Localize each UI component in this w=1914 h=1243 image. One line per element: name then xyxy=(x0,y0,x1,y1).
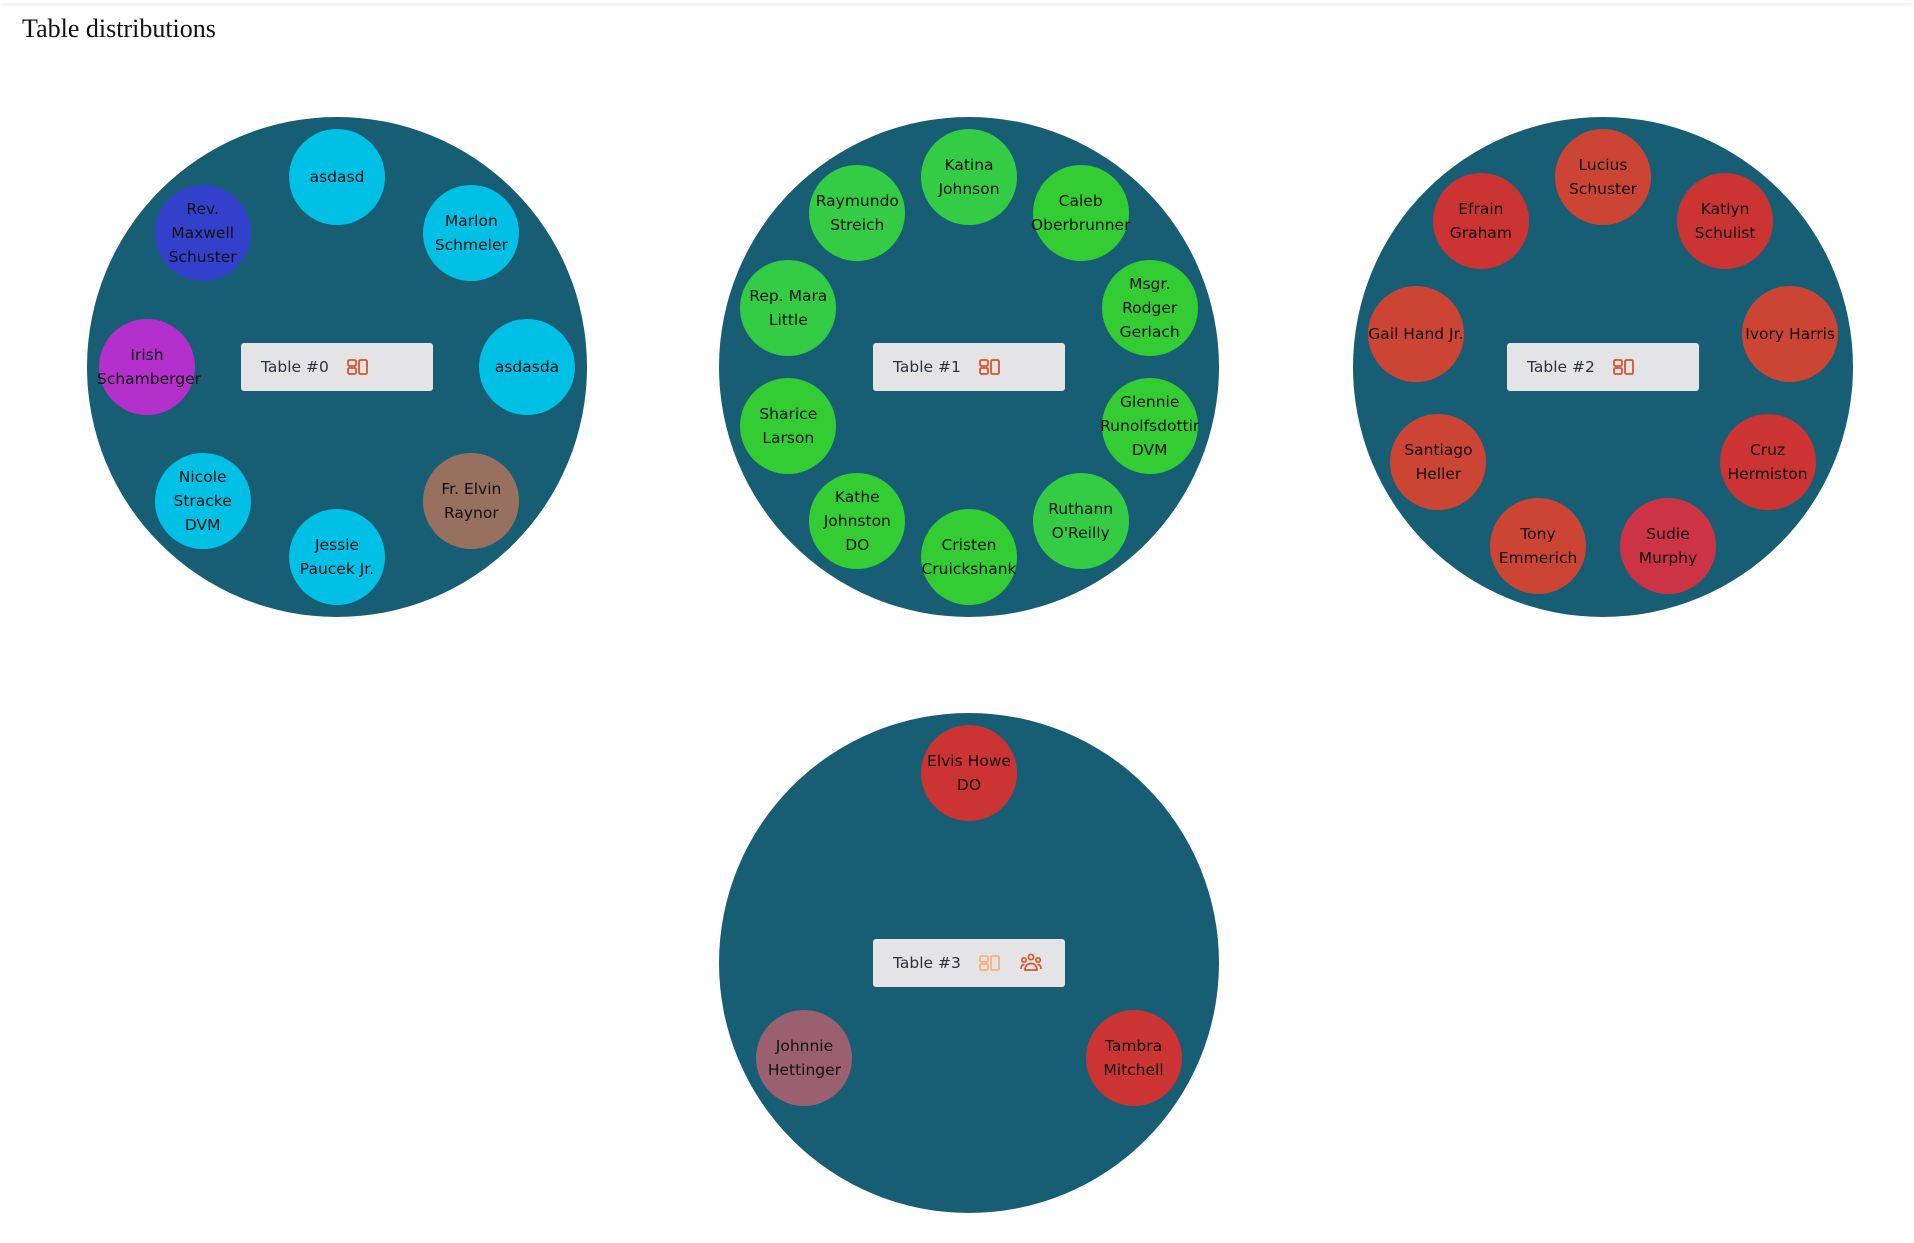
seat-name: Marlon Schmeler xyxy=(434,211,508,254)
seat[interactable]: Santiago Heller xyxy=(1390,414,1487,510)
seat-name: Gail Hand Jr. xyxy=(1368,325,1464,343)
page-title: Table distributions xyxy=(22,14,216,43)
seat[interactable]: Glennie Runolfsdottir DVM xyxy=(1100,377,1200,474)
table-1: Katina Johnson Caleb Oberbrunner Msgr. Rod… xyxy=(719,117,1219,617)
seat-name: Katina Johnson xyxy=(938,156,1000,198)
table-label: Table #1 xyxy=(873,343,1065,391)
table-0: asdasd Marlon Schmeler asdasda Fr. Elvin Ra… xyxy=(87,117,587,617)
seat-name: Raymundo Streich xyxy=(815,192,899,235)
table-label: Table #2 xyxy=(1507,343,1699,391)
seat[interactable]: Tambra Mitchell xyxy=(1085,1010,1182,1106)
seat-name: Sudie Murphy xyxy=(1638,524,1698,567)
seat[interactable]: Ruthann O'Reilly xyxy=(1032,472,1129,569)
seat-name: Elvis Howe DO xyxy=(927,752,1011,794)
seat[interactable]: Rep. Mara Little xyxy=(740,260,837,357)
seat[interactable]: Johnnie Hettinger xyxy=(756,1010,853,1106)
seat[interactable]: Lucius Schuster xyxy=(1555,129,1651,225)
seat[interactable]: Kathe Johnston DO xyxy=(809,472,906,569)
seat-name: Cristen Cruickshank xyxy=(921,536,1017,578)
seat[interactable]: Caleb Oberbrunner xyxy=(1030,165,1131,262)
seat-name: asdasd xyxy=(309,168,365,186)
seat[interactable]: asdasda xyxy=(479,319,575,415)
seat[interactable]: Cruz Hermiston xyxy=(1719,414,1816,510)
seat[interactable]: Jessie Paucek Jr. xyxy=(289,509,385,605)
seat[interactable]: Katlyn Schulist xyxy=(1677,173,1774,270)
table-label: Table #0 xyxy=(241,343,433,391)
seat-name: Lucius Schuster xyxy=(1568,156,1638,198)
seat-name: Msgr. Rodger Gerlach xyxy=(1119,275,1180,342)
seat[interactable]: Rev. Maxwell Schuster xyxy=(154,184,251,281)
seat[interactable]: Efrain Graham xyxy=(1432,173,1529,270)
seat-name: Katlyn Schulist xyxy=(1694,200,1756,243)
seat-name: Sharice Larson xyxy=(759,404,818,447)
layout-icon[interactable] xyxy=(346,358,369,376)
seat-name: asdasda xyxy=(494,358,560,376)
seat[interactable]: Gail Hand Jr. xyxy=(1367,286,1464,382)
seat-name: Irish Schamberger xyxy=(97,346,202,388)
seat[interactable]: Sharice Larson xyxy=(740,377,837,474)
seat[interactable]: Sudie Murphy xyxy=(1619,497,1716,594)
seat[interactable]: Msgr. Rodger Gerlach xyxy=(1101,260,1198,357)
seat[interactable]: asdasd xyxy=(289,129,385,225)
group-icon[interactable] xyxy=(1019,953,1043,973)
seat[interactable]: Katina Johnson xyxy=(921,129,1017,225)
table-name: Table #2 xyxy=(1527,358,1595,376)
seat-name: Santiago Heller xyxy=(1404,441,1473,483)
seat[interactable]: Elvis Howe DO xyxy=(921,725,1017,821)
seat-name: Cruz Hermiston xyxy=(1727,441,1808,483)
seat[interactable]: Fr. Elvin Raynor xyxy=(423,453,520,550)
seat-name: Ruthann O'Reilly xyxy=(1048,499,1114,542)
seat-name: Kathe Johnston DO xyxy=(823,487,891,554)
seat-name: Caleb Oberbrunner xyxy=(1030,192,1131,235)
top-bar xyxy=(0,0,1914,3)
layout-icon[interactable] xyxy=(978,954,1001,972)
seat-name: Jessie Paucek Jr. xyxy=(299,536,375,578)
seat[interactable]: Marlon Schmeler xyxy=(423,184,520,281)
seat-name: Rep. Mara Little xyxy=(749,287,828,330)
seat-name: Efrain Graham xyxy=(1449,200,1513,243)
seat-name: Ivory Harris xyxy=(1745,325,1835,343)
layout-icon[interactable] xyxy=(1612,358,1635,376)
seat[interactable]: Nicole Stracke DVM xyxy=(154,453,251,550)
table-name: Table #3 xyxy=(893,954,961,972)
table-label: Table #3 xyxy=(873,939,1065,987)
seat-name: Johnnie Hettinger xyxy=(767,1037,842,1079)
seat-name: Tony Emmerich xyxy=(1498,524,1578,567)
seat[interactable]: Cristen Cruickshank xyxy=(921,509,1017,605)
table-2: Lucius Schuster Katlyn Schulist Ivory Harr… xyxy=(1353,117,1853,617)
seat-name: Nicole Stracke DVM xyxy=(173,468,232,535)
seat[interactable]: Ivory Harris xyxy=(1742,286,1839,382)
layout-icon[interactable] xyxy=(978,358,1001,376)
seat-name: Glennie Runolfsdottir DVM xyxy=(1100,392,1200,459)
seat-name: Tambra Mitchell xyxy=(1103,1037,1164,1079)
seat[interactable]: Irish Schamberger xyxy=(97,319,202,415)
table-3: Elvis Howe DO Tambra Mitchell Johnnie Hett… xyxy=(719,713,1219,1213)
seat[interactable]: Tony Emmerich xyxy=(1490,497,1587,594)
seat[interactable]: Raymundo Streich xyxy=(809,165,906,262)
table-name: Table #0 xyxy=(261,358,329,376)
table-name: Table #1 xyxy=(893,358,961,376)
seat-name: Fr. Elvin Raynor xyxy=(441,480,502,523)
seat-name: Rev. Maxwell Schuster xyxy=(168,199,237,266)
